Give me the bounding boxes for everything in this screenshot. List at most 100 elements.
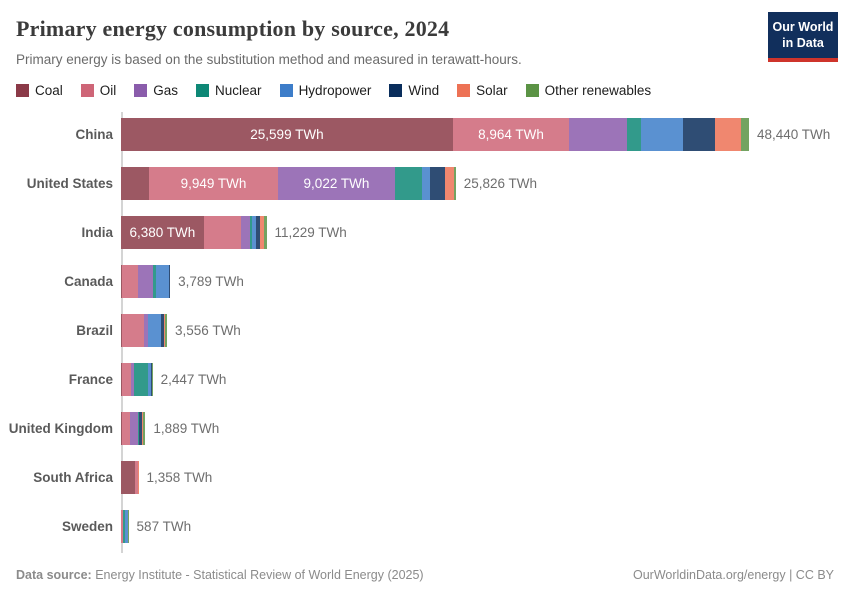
country-label[interactable]: United Kingdom xyxy=(8,421,113,436)
bar-segment-hydropower[interactable] xyxy=(148,314,161,347)
bar-segment-nuclear[interactable] xyxy=(626,118,641,151)
owid-logo[interactable]: Our World in Data xyxy=(768,12,838,62)
bar-segment-nuclear[interactable] xyxy=(137,412,140,445)
country-label[interactable]: China xyxy=(75,127,113,142)
bar-segment-oil[interactable] xyxy=(121,510,124,543)
bar-segment-wind[interactable] xyxy=(160,314,164,347)
bar-segment-solar[interactable] xyxy=(163,314,166,347)
legend-label: Hydropower xyxy=(298,83,372,98)
bar-segment-coal[interactable]: 25,599 TWh xyxy=(121,118,453,151)
license-link[interactable]: OurWorldinData.org/energy | CC BY xyxy=(632,568,834,582)
bar-segment-other-renewables[interactable] xyxy=(453,167,456,200)
bar-segment-nuclear[interactable] xyxy=(249,216,252,249)
legend-item-solar[interactable]: Solar xyxy=(457,83,508,98)
bar-segment-coal[interactable] xyxy=(121,412,122,445)
country-label[interactable]: United States xyxy=(26,176,113,191)
legend-label: Other renewables xyxy=(544,83,652,98)
country-label[interactable]: Sweden xyxy=(61,519,113,534)
bar-segment-gas[interactable] xyxy=(130,412,138,445)
legend-item-oil[interactable]: Oil xyxy=(80,83,116,98)
legend-item-coal[interactable]: Coal xyxy=(16,83,63,98)
owid-logo-accent-bar xyxy=(768,57,838,62)
total-value-label: 1,358 TWh xyxy=(146,470,213,485)
bar-segment-hydropower[interactable] xyxy=(147,363,151,396)
total-value-label: 3,556 TWh xyxy=(175,323,241,338)
bar-segment-coal[interactable] xyxy=(121,314,123,347)
bar-segment-nuclear[interactable] xyxy=(153,265,157,298)
bar-segment-wind[interactable] xyxy=(127,510,129,543)
bar-segment-nuclear[interactable] xyxy=(394,167,423,200)
bar-segment-other-renewables[interactable] xyxy=(740,118,749,151)
legend-item-nuclear[interactable]: Nuclear xyxy=(196,83,262,98)
bar-segment-other-renewables[interactable] xyxy=(165,314,168,347)
bar-segment-coal[interactable] xyxy=(121,265,122,298)
bar-segment-wind[interactable] xyxy=(430,167,446,200)
bar-row-china: China 25,599 TWh 8,964 TWh 48,440 TWh xyxy=(0,110,850,159)
bar-segment-solar[interactable] xyxy=(714,118,741,151)
bar-segment-wind[interactable] xyxy=(682,118,715,151)
bar-segment-oil[interactable] xyxy=(122,314,144,347)
bar-segment-oil[interactable] xyxy=(203,216,242,249)
total-value-label: 25,826 TWh xyxy=(463,176,538,191)
country-label[interactable]: Canada xyxy=(64,274,113,289)
stacked-bar-south-africa xyxy=(121,461,139,494)
stacked-bar-united-states: 9,949 TWh 9,022 TWh xyxy=(121,167,456,200)
total-value-label: 2,447 TWh xyxy=(160,372,227,387)
bar-segment-gas[interactable] xyxy=(138,265,154,298)
bar-segment-wind[interactable] xyxy=(150,363,152,396)
bar-segment-solar[interactable] xyxy=(151,363,153,396)
country-label[interactable]: France xyxy=(68,372,113,387)
bar-segment-wind[interactable] xyxy=(139,412,143,445)
bar-segment-coal[interactable] xyxy=(121,461,135,494)
bar-row-canada: Canada 3,789 TWh xyxy=(0,257,850,306)
bar-segment-hydropower[interactable] xyxy=(640,118,683,151)
country-label[interactable]: India xyxy=(81,225,113,240)
bar-segment-hydropower[interactable] xyxy=(124,510,128,543)
country-label[interactable]: South Africa xyxy=(33,470,113,485)
bar-segment-wind[interactable] xyxy=(256,216,260,249)
bar-segment-coal[interactable] xyxy=(121,363,122,396)
bar-segment-gas[interactable]: 9,022 TWh xyxy=(277,167,395,200)
bar-segment-oil[interactable] xyxy=(121,265,139,298)
bar-segment-oil[interactable]: 9,949 TWh xyxy=(149,167,278,200)
bar-segment-oil[interactable] xyxy=(121,412,131,445)
total-value-label: 587 TWh xyxy=(136,519,192,534)
legend-item-other-renewables[interactable]: Other renewables xyxy=(525,83,652,98)
country-label[interactable]: Brazil xyxy=(76,323,113,338)
bar-segment-gas[interactable] xyxy=(143,314,148,347)
bar-segment-nuclear[interactable] xyxy=(134,363,148,396)
legend-item-hydropower[interactable]: Hydropower xyxy=(279,83,372,98)
bar-segment-hydropower[interactable] xyxy=(422,167,431,200)
stacked-bar-india: 6,380 TWh xyxy=(121,216,267,249)
bar-segment-coal[interactable]: 6,380 TWh xyxy=(121,216,204,249)
total-value-label: 11,229 TWh xyxy=(274,225,347,240)
total-value-label: 3,789 TWh xyxy=(178,274,244,289)
bar-segment-gas[interactable] xyxy=(241,216,250,249)
bar-segment-oil[interactable] xyxy=(121,363,131,396)
bar-segment-other-renewables[interactable] xyxy=(263,216,267,249)
bar-segment-gas[interactable] xyxy=(130,363,135,396)
total-value-label: 48,440 TWh xyxy=(756,127,831,142)
legend-swatch-wind xyxy=(389,84,403,97)
bar-segment-other-renewables[interactable] xyxy=(142,412,146,445)
bar-segment-solar[interactable] xyxy=(259,216,264,249)
legend-item-wind[interactable]: Wind xyxy=(389,83,439,98)
bar-segment-nuclear[interactable] xyxy=(123,510,125,543)
bar-segment-gas[interactable] xyxy=(569,118,627,151)
segment-value-label: 9,022 TWh xyxy=(303,176,370,191)
bar-row-india: India 6,380 TWh 11,229 TWh xyxy=(0,208,850,257)
owid-logo-text: Our World in Data xyxy=(768,12,838,58)
page-subtitle: Primary energy is based on the substitut… xyxy=(16,52,522,67)
bar-segment-hydropower[interactable] xyxy=(156,265,170,298)
bar-row-brazil: Brazil 3,556 TWh xyxy=(0,306,850,355)
bar-segment-solar[interactable] xyxy=(445,167,454,200)
legend-label: Solar xyxy=(476,83,508,98)
bar-segment-wind[interactable] xyxy=(169,265,170,298)
segment-value-label: 6,380 TWh xyxy=(129,225,196,240)
bar-segment-oil[interactable]: 8,964 TWh xyxy=(452,118,570,151)
legend-label: Wind xyxy=(408,83,440,98)
bar-segment-oil[interactable] xyxy=(134,461,138,494)
bar-segment-hydropower[interactable] xyxy=(251,216,257,249)
bar-segment-coal[interactable] xyxy=(121,167,149,200)
legend-item-gas[interactable]: Gas xyxy=(134,83,178,98)
